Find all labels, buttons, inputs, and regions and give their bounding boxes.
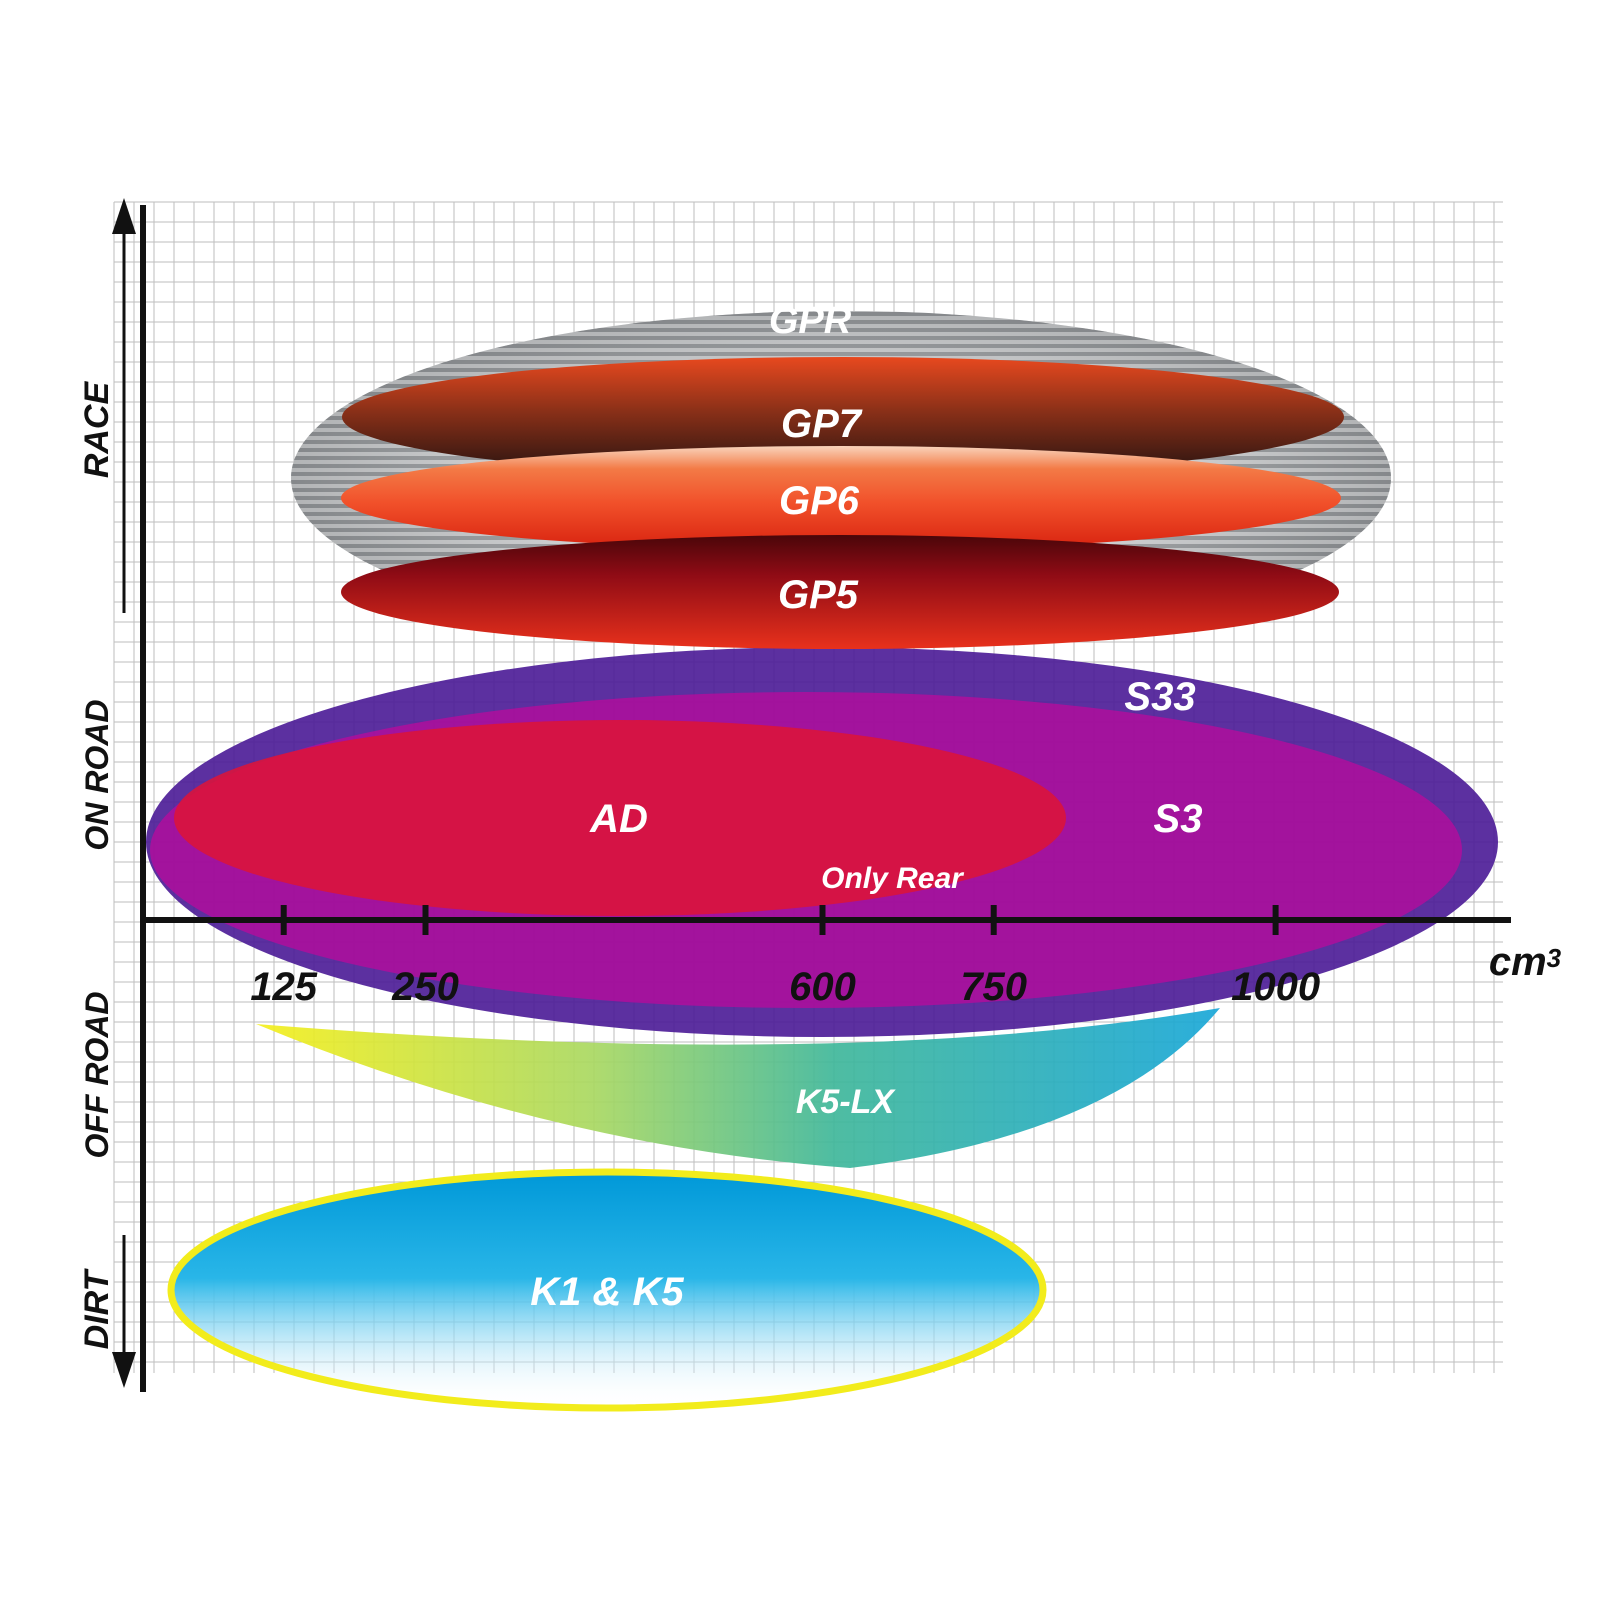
svg-text:RACE: RACE	[78, 381, 116, 479]
svg-text:1000: 1000	[1231, 965, 1320, 1009]
svg-text:GP6: GP6	[779, 479, 860, 523]
svg-text:600: 600	[789, 965, 856, 1009]
svg-text:250: 250	[391, 965, 459, 1009]
svg-text:K1 & K5: K1 & K5	[530, 1270, 684, 1314]
svg-text:Only Rear: Only Rear	[821, 862, 965, 895]
svg-text:cm3: cm3	[1489, 940, 1562, 984]
svg-text:GP5: GP5	[778, 573, 859, 617]
svg-text:S33: S33	[1124, 675, 1195, 719]
svg-text:GP7: GP7	[781, 402, 863, 446]
svg-text:ON ROAD: ON ROAD	[79, 699, 115, 850]
svg-text:GPR: GPR	[769, 300, 852, 342]
svg-text:125: 125	[250, 965, 317, 1009]
svg-text:750: 750	[960, 965, 1027, 1009]
svg-text:S3: S3	[1154, 797, 1203, 841]
svg-text:AD: AD	[589, 797, 648, 841]
svg-text:DIRT: DIRT	[78, 1267, 116, 1349]
svg-text:OFF ROAD: OFF ROAD	[79, 991, 115, 1158]
svg-text:K5-LX: K5-LX	[796, 1083, 897, 1121]
